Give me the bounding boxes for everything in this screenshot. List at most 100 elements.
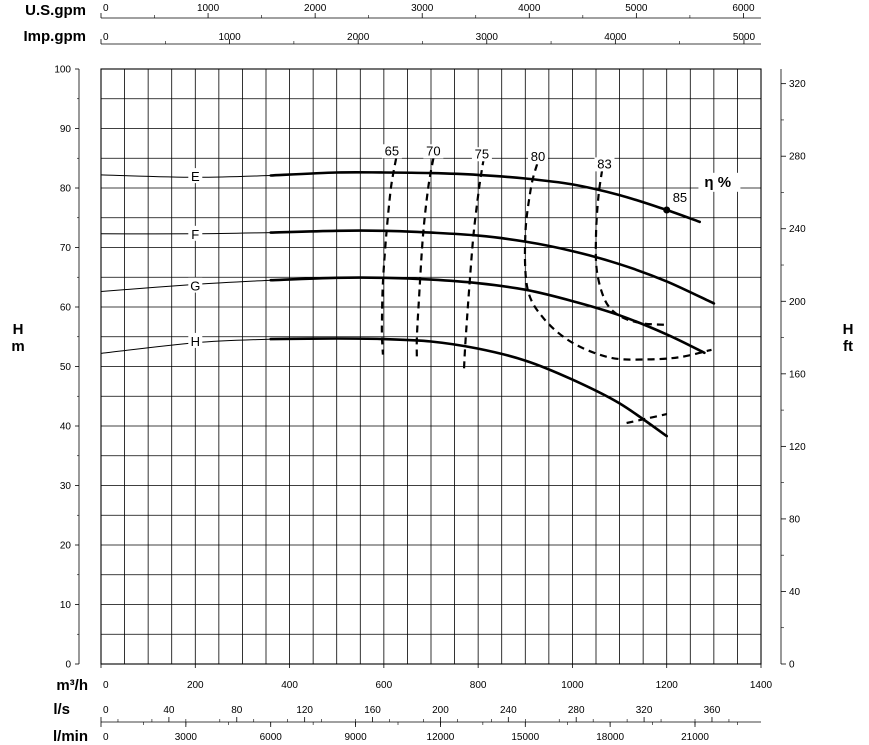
y-tick-label: 80 — [60, 184, 72, 195]
y-right-tick-label: 280 — [789, 152, 806, 163]
efficiency-curves — [380, 158, 712, 425]
top-tick-label: 1000 — [197, 3, 220, 14]
top-tick-label: 2000 — [304, 3, 327, 14]
head-curve-g — [269, 276, 706, 355]
curve-label-f: F — [191, 227, 199, 242]
x-axis-label: m³/h — [56, 677, 88, 694]
efficiency-label-bg — [528, 150, 549, 165]
top-tick-label: 0 — [103, 3, 109, 14]
y-tick-label: 10 — [60, 600, 72, 611]
top-tick-label: 4000 — [518, 3, 541, 14]
ls-tick-label: 0 — [103, 705, 109, 716]
x-tick-label: 1200 — [656, 680, 679, 691]
efficiency-curve-83 — [594, 170, 667, 326]
y-right-tick-label: 0 — [789, 660, 795, 671]
y-tick-label: 50 — [60, 362, 72, 373]
ls-tick-label: 160 — [364, 705, 381, 716]
curve-label-bg — [188, 225, 203, 241]
lmin-axis-label: l/min — [53, 728, 88, 745]
top-tick-label: 5000 — [625, 3, 648, 14]
top-tick-label: 4000 — [604, 32, 627, 43]
curve-label-bg — [188, 332, 203, 348]
top-tick-label: 5000 — [733, 32, 756, 43]
efficiency-label-bg — [381, 144, 402, 159]
efficiency-label-83: 83 — [597, 156, 611, 171]
y-right-tick-label: 80 — [789, 514, 801, 525]
x-tick-label: 200 — [187, 680, 204, 691]
axes: 0 10 20 30 40 50 60 70 80 90 100 Hm 0 40 80 120 160 200 24… — [11, 2, 853, 745]
efficiency-curve-80 — [523, 163, 712, 361]
ls-tick-label: 280 — [568, 705, 585, 716]
y-right-tick-label: 120 — [789, 442, 806, 453]
best-efficiency-point — [663, 206, 671, 214]
efficiency-curve-83 — [626, 413, 667, 425]
ls-tick-label: 320 — [636, 705, 653, 716]
y-right-tick-label: 200 — [789, 297, 806, 308]
top-tick-label: 3000 — [476, 32, 499, 43]
ls-tick-label: 240 — [500, 705, 517, 716]
efficiency-curve-75 — [462, 158, 485, 370]
curve-label-g: G — [190, 279, 200, 294]
curve-labels: E F G H 65 70 75 80 83 85 η % — [188, 143, 741, 349]
x-tick-label: 800 — [470, 680, 487, 691]
y-right-tick-label: 160 — [789, 369, 806, 380]
lmin-tick-label: 0 — [103, 732, 109, 743]
x-tick-label: 1400 — [750, 680, 773, 691]
lmin-tick-label: 3000 — [175, 732, 198, 743]
head-curve-f — [269, 229, 716, 305]
curve-label-h: H — [191, 334, 200, 349]
lmin-tick-label: 15000 — [511, 732, 539, 743]
y-tick-label: 60 — [60, 303, 72, 314]
head-curve-e — [269, 170, 701, 224]
efficiency-label-bg — [594, 157, 615, 172]
y-right-tick-label: 240 — [789, 224, 806, 235]
y-right-tick-label: 40 — [789, 587, 801, 598]
x-tick-label: 1000 — [561, 680, 584, 691]
top-tick-label: 2000 — [347, 32, 370, 43]
efficiency-label-70: 70 — [426, 143, 440, 158]
ls-tick-label: 40 — [163, 705, 175, 716]
efficiency-label-65: 65 — [385, 143, 399, 158]
x-tick-label: 400 — [281, 680, 298, 691]
y-axis-unit-label: m — [11, 338, 24, 355]
y-tick-label: 90 — [60, 124, 72, 135]
y-right-axis-label: H — [843, 321, 854, 338]
eta-annotation: η % — [704, 174, 731, 191]
curve-label-e: E — [191, 169, 200, 184]
efficiency-label-bg — [423, 144, 444, 159]
y-right-tick-label: 320 — [789, 79, 806, 90]
eta-annotation-bg — [698, 172, 741, 192]
efficiency-curve-65 — [380, 158, 398, 355]
y-tick-label: 70 — [60, 243, 72, 254]
top-tick-label: 3000 — [411, 3, 434, 14]
imp-gpm-axis-label: Imp.gpm — [24, 28, 87, 45]
ls-tick-label: 200 — [432, 705, 449, 716]
ls-tick-label: 360 — [704, 705, 721, 716]
y-axis-label: H — [13, 321, 24, 338]
y-right-axis-unit-label: ft — [843, 338, 853, 355]
top-tick-label: 6000 — [732, 3, 755, 14]
lmin-tick-label: 9000 — [344, 732, 367, 743]
head-curve-h — [269, 337, 668, 438]
ls-axis-label: l/s — [53, 701, 70, 718]
grid — [101, 69, 761, 664]
x-tick-label: 0 — [103, 680, 109, 691]
efficiency-label-75: 75 — [475, 146, 489, 161]
x-tick-label: 600 — [376, 680, 393, 691]
us-gpm-axis-label: U.S.gpm — [25, 2, 86, 19]
ls-tick-label: 120 — [296, 705, 313, 716]
head-curves — [100, 170, 716, 438]
lmin-tick-label: 12000 — [427, 732, 455, 743]
curve-label-bg — [188, 168, 203, 184]
y-tick-label: 40 — [60, 422, 72, 433]
top-tick-label: 1000 — [218, 32, 241, 43]
y-tick-label: 100 — [54, 65, 71, 76]
efficiency-label-80: 80 — [531, 149, 545, 164]
lmin-tick-label: 21000 — [681, 732, 709, 743]
y-tick-label: 30 — [60, 481, 72, 492]
top-tick-label: 0 — [103, 32, 109, 43]
efficiency-label-85: 85 — [673, 190, 687, 205]
efficiency-label-bg — [471, 147, 492, 162]
ls-tick-label: 80 — [231, 705, 243, 716]
